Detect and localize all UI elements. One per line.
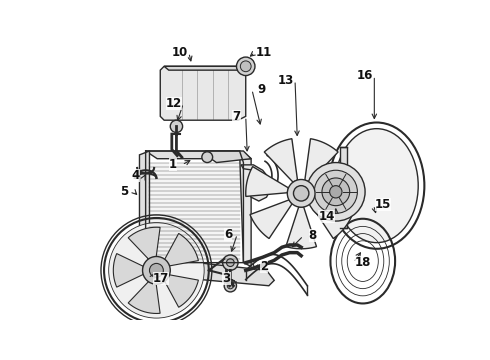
Text: 16: 16 [357, 69, 373, 82]
Polygon shape [149, 163, 240, 259]
Text: 4: 4 [131, 169, 140, 182]
Text: 3: 3 [222, 271, 231, 284]
Polygon shape [241, 165, 270, 201]
Circle shape [226, 259, 234, 266]
Polygon shape [246, 167, 289, 197]
Polygon shape [205, 151, 251, 163]
Polygon shape [286, 207, 317, 249]
Circle shape [330, 186, 342, 198]
Circle shape [149, 264, 163, 277]
Polygon shape [164, 66, 245, 70]
Text: 15: 15 [375, 198, 391, 211]
Polygon shape [165, 233, 198, 266]
Text: 10: 10 [172, 46, 188, 59]
Circle shape [307, 163, 365, 221]
Text: 13: 13 [278, 74, 294, 87]
Circle shape [287, 180, 315, 207]
Circle shape [227, 283, 233, 289]
Circle shape [237, 57, 255, 76]
Text: 2: 2 [260, 260, 269, 273]
Polygon shape [128, 227, 160, 259]
Circle shape [109, 222, 204, 318]
Polygon shape [113, 253, 143, 287]
Text: 6: 6 [224, 228, 232, 240]
Polygon shape [140, 151, 149, 263]
Circle shape [143, 256, 171, 284]
Circle shape [171, 120, 183, 132]
Text: 12: 12 [166, 97, 182, 110]
Circle shape [322, 178, 350, 206]
Text: 17: 17 [153, 271, 169, 284]
Text: 1: 1 [169, 158, 177, 171]
Circle shape [224, 280, 237, 292]
Polygon shape [340, 147, 347, 228]
Polygon shape [165, 275, 198, 307]
Text: 18: 18 [355, 256, 371, 269]
Text: 8: 8 [309, 229, 317, 242]
Circle shape [314, 170, 357, 213]
Polygon shape [314, 167, 357, 197]
Polygon shape [240, 151, 251, 266]
Polygon shape [128, 282, 160, 314]
Text: 7: 7 [232, 110, 241, 123]
Polygon shape [160, 66, 245, 120]
Polygon shape [305, 139, 338, 182]
Text: 11: 11 [256, 46, 272, 59]
Circle shape [202, 152, 213, 163]
Polygon shape [146, 151, 251, 159]
Polygon shape [176, 263, 274, 286]
Text: 5: 5 [120, 185, 128, 198]
Polygon shape [310, 200, 352, 239]
Circle shape [222, 255, 238, 270]
Polygon shape [264, 139, 297, 182]
Polygon shape [250, 200, 292, 239]
Circle shape [240, 61, 251, 72]
Text: 14: 14 [318, 210, 335, 223]
Text: 9: 9 [257, 83, 265, 96]
Ellipse shape [335, 129, 418, 243]
Circle shape [294, 186, 309, 201]
